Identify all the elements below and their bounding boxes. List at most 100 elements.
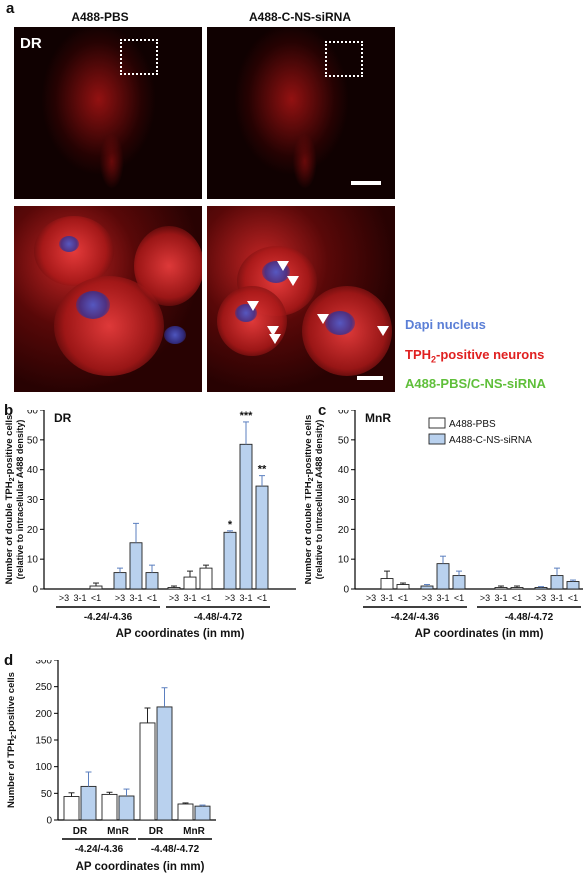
x-tick-label: 3-1 <box>380 593 393 603</box>
legend-dapi: Dapi nucleus <box>405 317 486 332</box>
legend-tph2-main: TPH <box>405 347 431 362</box>
x-tick-label: >3 <box>536 593 546 603</box>
bar <box>194 805 211 821</box>
legend-a488: A488-PBS/C-NS-siRNA <box>405 376 546 391</box>
bar <box>534 587 548 590</box>
roi-box <box>325 41 363 77</box>
nucleus <box>59 236 79 252</box>
micrograph-sirna-overview <box>207 27 395 199</box>
nucleus <box>164 326 186 344</box>
nucleus <box>76 291 110 319</box>
bar <box>145 572 159 590</box>
y-axis-label-main: Number of double TPH <box>305 481 314 584</box>
column-title-pbs: A488-PBS <box>71 10 129 24</box>
x-tick-label: >3 <box>115 593 125 603</box>
significance-marker: * <box>228 519 233 531</box>
y-axis-label-line2: (relative to intracellular A488 density) <box>314 420 324 580</box>
arrowhead-marker <box>277 261 289 271</box>
y-tick-label: 200 <box>35 709 52 720</box>
bar <box>239 443 253 590</box>
x-tick-label: >3 <box>59 593 69 603</box>
legend-label: A488-PBS <box>449 419 496 430</box>
y-axis-label-main: Number of TPH <box>6 739 17 808</box>
y-tick-label: 40 <box>338 465 350 476</box>
legend-swatch <box>428 417 446 429</box>
region-label: MnR <box>365 411 391 425</box>
bar <box>494 587 508 590</box>
legend-dapi-label: Dapi nucleus <box>405 317 486 332</box>
group-label: -4.24/-4.36 <box>391 612 440 623</box>
region-label: DR <box>54 411 72 425</box>
group-label: -4.48/-4.72 <box>194 612 243 623</box>
y-tick-label: 0 <box>46 816 52 827</box>
chart-d: 0 50 100 150 200 250 300 Number of TPH2-positiv… <box>6 660 216 873</box>
x-tick-label: MnR <box>183 826 205 837</box>
significance-marker: *** <box>240 410 254 422</box>
group-label: -4.48/-4.72 <box>151 844 200 855</box>
x-tick-label: >3 <box>366 593 376 603</box>
significance-marker: ** <box>258 464 267 476</box>
y-axis-label: Number of double TPH2-positive cells <box>4 415 16 585</box>
x-tick-label: MnR <box>107 826 129 837</box>
y-axis-label-rest: -positive cells <box>4 415 15 478</box>
group-label: -4.48/-4.72 <box>505 612 554 623</box>
bar <box>380 578 394 590</box>
bar <box>550 575 564 590</box>
bar <box>223 531 237 590</box>
bar <box>63 796 80 821</box>
panel-d-letter: d <box>4 652 14 669</box>
scale-bar <box>351 181 381 185</box>
y-tick-label: 20 <box>27 525 39 536</box>
x-tick-label: 3-1 <box>239 593 252 603</box>
bar <box>80 785 97 821</box>
y-axis-label: Number of double TPH2-positive cells <box>305 415 315 585</box>
x-tick-label: 3-1 <box>494 593 507 603</box>
bar <box>113 572 127 590</box>
x-tick-label: 3-1 <box>129 593 142 603</box>
x-tick-label: DR <box>73 826 88 837</box>
bar <box>436 563 450 590</box>
bar <box>167 587 181 590</box>
y-tick-label: 150 <box>35 736 52 747</box>
y-tick-label: 60 <box>338 410 350 417</box>
x-tick-label: 3-1 <box>436 593 449 603</box>
bar <box>118 795 135 821</box>
legend-swatch <box>428 433 446 445</box>
y-tick-label: 0 <box>32 585 38 596</box>
y-tick-label: 250 <box>35 682 52 693</box>
x-tick-label: <1 <box>257 593 267 603</box>
y-tick-label: 20 <box>338 525 350 536</box>
x-axis-label: AP coordinates (in mm) <box>76 861 205 873</box>
arrowhead-marker <box>247 301 259 311</box>
x-tick-label: <1 <box>201 593 211 603</box>
scale-bar <box>357 376 383 380</box>
bar <box>255 485 269 590</box>
legend-tph2-sub: 2 <box>431 354 437 365</box>
x-tick-label: <1 <box>91 593 101 603</box>
x-tick-label: <1 <box>454 593 464 603</box>
x-tick-label: >3 <box>480 593 490 603</box>
bar <box>177 803 194 821</box>
bar <box>156 706 173 821</box>
bar <box>510 587 524 590</box>
x-tick-label: >3 <box>225 593 235 603</box>
chart-c: 0 10 20 30 40 50 60 Number of double TPH2-posit… <box>305 410 583 640</box>
y-axis-label: Number of TPH2-positive cells <box>6 672 18 808</box>
y-tick-label: 0 <box>343 585 349 596</box>
y-tick-label: 50 <box>27 435 39 446</box>
x-tick-label: DR <box>149 826 164 837</box>
neuron-cell <box>134 226 202 306</box>
arrowhead-marker <box>377 326 389 336</box>
x-tick-label: 3-1 <box>550 593 563 603</box>
x-tick-label: <1 <box>568 593 578 603</box>
y-axis-label-sub: 2 <box>11 735 18 739</box>
x-tick-label: >3 <box>422 593 432 603</box>
legend-tph2-rest: -positive neurons <box>436 347 545 362</box>
region-label-dr: DR <box>20 35 42 52</box>
y-tick-label: 300 <box>35 660 52 667</box>
column-title-sirna: A488-C-NS-siRNA <box>248 10 352 24</box>
nucleus <box>325 311 355 335</box>
x-tick-label: <1 <box>512 593 522 603</box>
y-tick-label: 50 <box>41 789 53 800</box>
y-axis-label-rest: -positive cells <box>6 672 17 735</box>
